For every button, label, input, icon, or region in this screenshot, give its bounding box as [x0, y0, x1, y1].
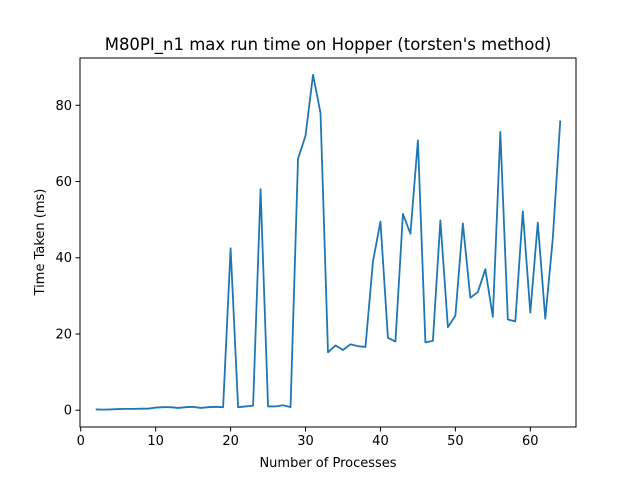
- chart-title: M80PI_n1 max run time on Hopper (torsten…: [105, 35, 552, 55]
- x-tick-label: 40: [372, 434, 389, 449]
- x-tick-label: 50: [447, 434, 464, 449]
- y-tick-label: 60: [55, 175, 72, 190]
- y-tick-label: 80: [55, 99, 72, 114]
- x-tick-label: 0: [77, 434, 85, 449]
- y-tick-label: 40: [55, 251, 72, 266]
- plot-area: 0 10 20 30 40 50 60 0 20 40 60 80: [55, 57, 577, 449]
- plot-frame: [79, 57, 577, 428]
- y-axis-label: Time Taken (ms): [33, 189, 48, 297]
- x-tick-label: 60: [522, 434, 539, 449]
- x-axis-label: Number of Processes: [259, 456, 396, 471]
- series-line-0: [95, 73, 562, 411]
- y-tick-label: 0: [64, 404, 72, 419]
- y-tick-label: 20: [55, 327, 72, 342]
- x-tick-label: 20: [222, 434, 239, 449]
- x-tick-label: 10: [147, 434, 164, 449]
- x-tick-label: 30: [297, 434, 314, 449]
